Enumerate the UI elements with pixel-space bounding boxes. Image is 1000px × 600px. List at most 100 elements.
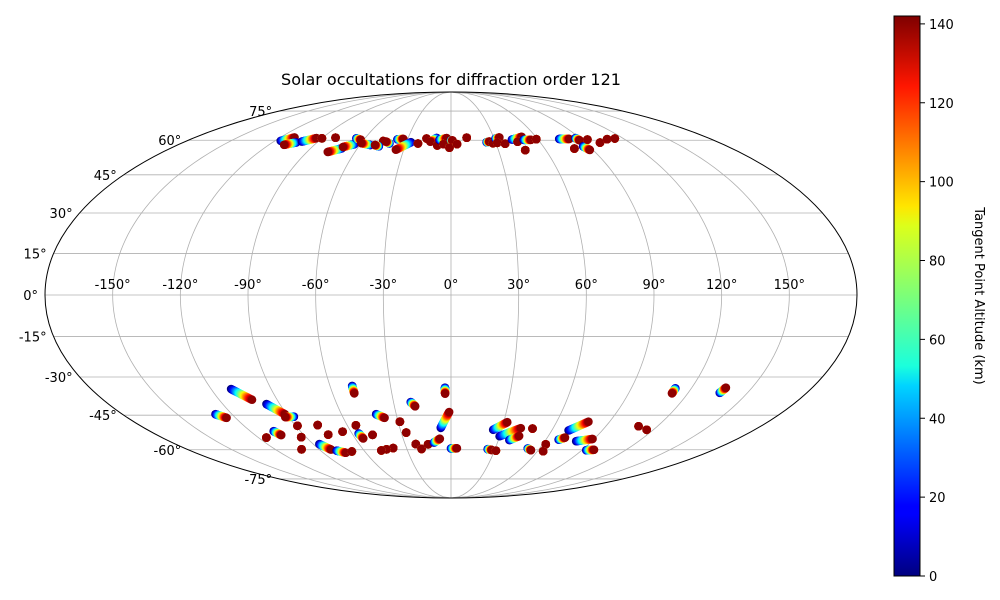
occultation-point	[313, 420, 322, 430]
lon-tick-label: -90°	[234, 278, 262, 293]
occultation-point	[570, 144, 579, 153]
occultation-point	[317, 134, 327, 143]
occultation-point	[526, 445, 536, 455]
lon-tick-label: 0°	[444, 278, 459, 293]
occultation-point	[262, 433, 271, 442]
grid-meridian	[450, 91, 790, 499]
map-border	[44, 91, 858, 499]
colorbar-tick-label: 20	[929, 491, 946, 506]
occultation-point	[323, 147, 333, 157]
occultation-point	[323, 430, 333, 439]
occultation-point	[440, 389, 450, 398]
lat-tick-label: -75°	[244, 473, 272, 488]
lon-tick-label: 120°	[706, 278, 737, 293]
grid-meridian	[112, 91, 452, 499]
grid-meridian	[450, 91, 723, 499]
colorbar-tick-label: 0	[929, 570, 937, 585]
occultation-point	[445, 143, 454, 152]
occultation-point	[514, 431, 524, 441]
occultation-point	[444, 407, 454, 417]
occultation-point	[538, 446, 548, 456]
occultation-point	[401, 428, 411, 437]
occultation-point	[388, 443, 398, 453]
occultation-point	[350, 389, 359, 398]
occultation-point	[610, 134, 620, 143]
occultation-point	[595, 138, 605, 147]
occultation-point	[331, 133, 340, 142]
occultation-point	[531, 134, 541, 144]
occultation-point	[634, 421, 643, 431]
occultation-point	[589, 445, 599, 455]
colorbar-label: Tangent Point Altitude (km)	[971, 206, 986, 384]
lat-tick-label: 75°	[249, 105, 272, 120]
lon-tick-label: -60°	[302, 278, 330, 293]
occultation-point	[462, 133, 471, 142]
lat-tick-label: 15°	[24, 247, 47, 262]
occultation-point	[452, 139, 462, 149]
occultation-point	[356, 138, 366, 148]
lon-tick-label: -120°	[162, 278, 198, 293]
occultation-point	[410, 402, 420, 411]
occultation-point	[279, 140, 289, 150]
occultation-point	[222, 413, 231, 423]
axis-tick-labels: -150° -120° -90° -60° -30° 0° 30° 60° 90° 120° 150…	[19, 105, 805, 488]
occultation-point	[368, 430, 377, 440]
graticule	[45, 91, 857, 499]
lon-tick-label: 150°	[774, 278, 805, 293]
occultation-point	[413, 139, 423, 148]
lon-tick-label: 90°	[642, 278, 665, 293]
lon-tick-label: -30°	[369, 278, 397, 293]
occultation-point	[351, 420, 361, 430]
occultation-point	[370, 140, 380, 150]
occultation-point	[528, 424, 537, 433]
lat-tick-label: -45°	[89, 409, 117, 424]
occultation-point	[500, 139, 510, 149]
colorbar-tick-label: 60	[929, 333, 946, 348]
lat-tick-label: -30°	[45, 371, 73, 386]
occultation-point	[395, 417, 405, 427]
colorbar-tick-label: 140	[929, 18, 954, 33]
occultation-point	[358, 434, 368, 443]
occultation-point	[435, 434, 445, 444]
occultation-point	[642, 425, 651, 435]
chart-title: Solar occultations for diffraction order…	[281, 70, 621, 89]
occultation-point	[280, 412, 290, 422]
occultation-point	[491, 446, 501, 455]
lat-tick-label: 60°	[158, 134, 181, 149]
colorbar-tick-label: 120	[929, 97, 954, 112]
occultation-point	[380, 413, 389, 423]
occultation-point	[602, 134, 612, 144]
occultation-point	[338, 427, 347, 436]
occultation-point	[588, 434, 597, 444]
occultation-point	[297, 445, 306, 454]
occultation-point	[492, 138, 502, 148]
colorbar	[893, 15, 921, 577]
colorbar-tick-label: 100	[929, 176, 954, 191]
colorbar-tick-label: 40	[929, 412, 946, 427]
occultation-point	[502, 417, 512, 427]
lon-tick-label: 60°	[575, 278, 598, 293]
occultation-point	[583, 135, 592, 144]
lat-tick-label: -60°	[154, 444, 182, 459]
occultation-point	[411, 439, 421, 449]
occultation-point	[247, 395, 257, 405]
occultation-point	[296, 432, 306, 442]
occultation-point	[276, 430, 286, 440]
colorbar-ticks: 0 20 40 60 80 100 120 140	[920, 18, 954, 585]
occultation-point	[425, 137, 435, 147]
occultation-point	[381, 137, 391, 146]
occultation-point	[347, 447, 357, 456]
occultation-point	[452, 443, 462, 453]
occultation-point	[338, 142, 348, 152]
occultation-point	[560, 433, 570, 442]
occultation-point	[516, 423, 526, 433]
occultation-point	[520, 145, 530, 155]
occultation-point	[541, 440, 551, 449]
occultation-point	[584, 417, 593, 427]
occultation-point	[377, 446, 386, 455]
occultation-point	[667, 389, 677, 398]
lat-tick-label: -15°	[19, 331, 47, 346]
occultation-point	[391, 145, 401, 154]
lat-tick-label: 0°	[23, 289, 38, 304]
